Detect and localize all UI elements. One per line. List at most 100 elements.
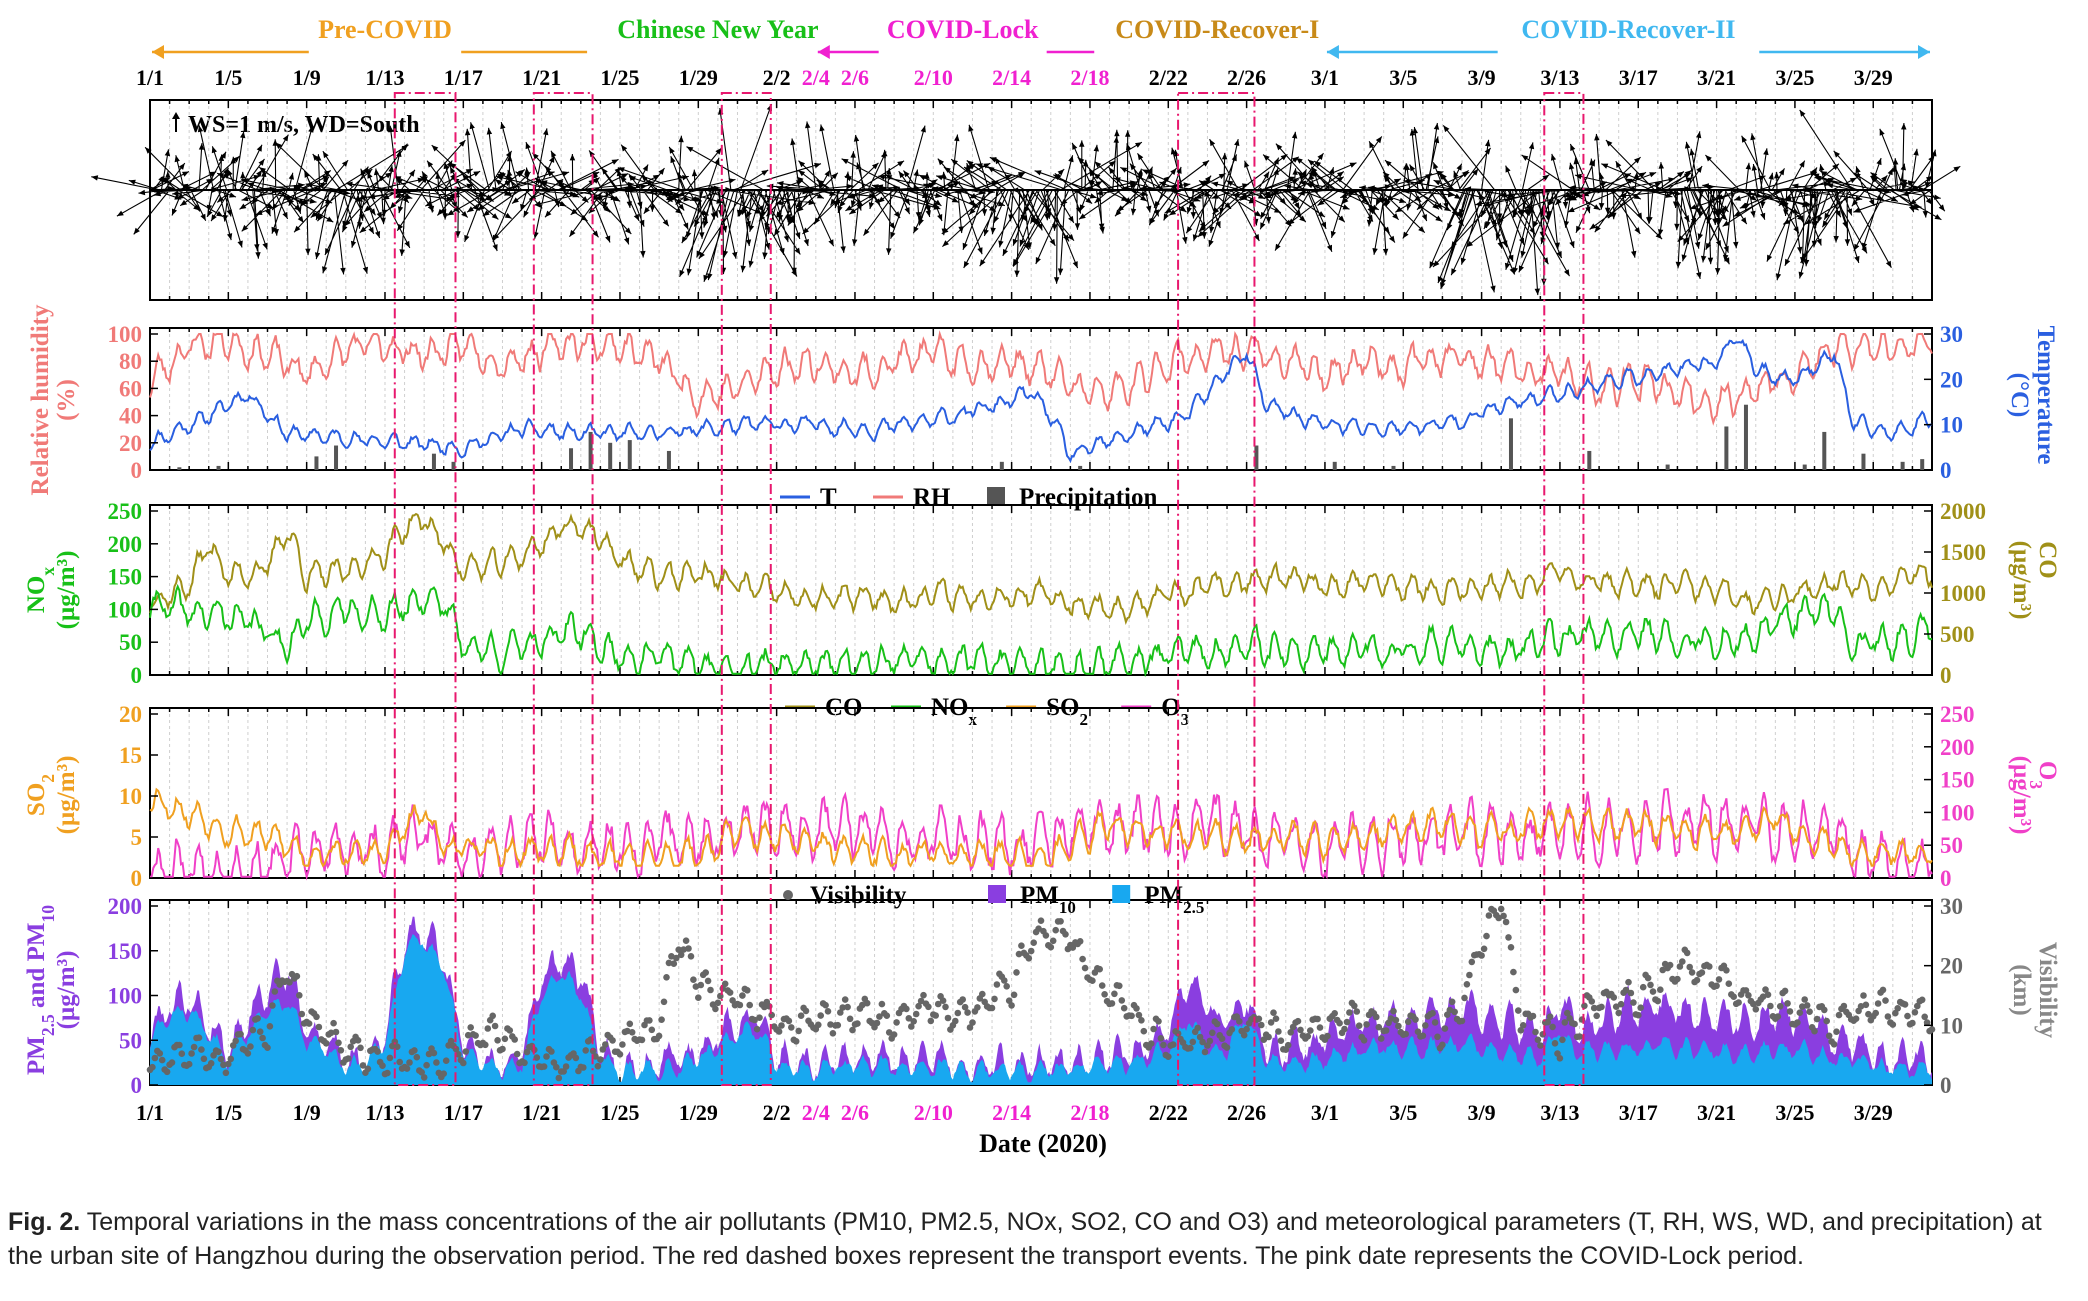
visibility-point (912, 1010, 920, 1018)
visibility-point (1138, 1017, 1145, 1024)
visibility-point (413, 1053, 421, 1061)
visibility-point (1872, 1009, 1879, 1017)
precip-bar (1391, 465, 1396, 470)
visibility-point (1639, 983, 1647, 991)
visibility-point (315, 1023, 323, 1031)
visibility-point (1118, 997, 1126, 1004)
visibility-point (1052, 926, 1059, 934)
visibility-point (1243, 1025, 1250, 1033)
visibility-point (1904, 1012, 1911, 1020)
visibility-point (1147, 1040, 1155, 1047)
met-left-unit: (%) (53, 379, 80, 421)
visibility-point (418, 1069, 426, 1076)
visibility-point (391, 1038, 399, 1045)
visibility-point (1879, 986, 1887, 994)
visibility-point (795, 1027, 802, 1035)
visibility-point (1598, 1003, 1605, 1011)
visibility-point (543, 1053, 550, 1060)
met-right-unit: (°C) (2006, 373, 2033, 418)
visibility-point (1277, 1037, 1285, 1044)
right-y-tick-label: 200 (1940, 735, 1975, 760)
visibility-point (626, 1020, 634, 1028)
top-tick-label: 2/14 (992, 65, 1031, 90)
visibility-point (513, 1050, 521, 1058)
visibility-point (1187, 1044, 1194, 1052)
visibility-point (1882, 997, 1889, 1004)
visibility-point (841, 996, 849, 1003)
visibility-point (1774, 1013, 1782, 1020)
visibility-point (1218, 1035, 1226, 1042)
visibility-point (269, 1002, 276, 1009)
top-tick-label: 3/5 (1389, 65, 1417, 90)
bottom-tick-label: 2/26 (1227, 1100, 1266, 1125)
visibility-point (920, 991, 927, 999)
visibility-point (1196, 1033, 1204, 1041)
pm-axis-unit: (µg/m³) (53, 951, 80, 1030)
visibility-point (1236, 1018, 1243, 1025)
precip-bar (1724, 426, 1729, 470)
visibility-point (411, 1047, 418, 1054)
top-tick-label: 2/4 (802, 65, 830, 90)
visibility-point (1165, 1053, 1172, 1060)
visibility-point (1730, 993, 1737, 1000)
visibility-point (1713, 982, 1720, 990)
top-tick-label: 2/22 (1149, 65, 1188, 90)
visibility-point (1018, 942, 1025, 949)
visibility-point (1884, 1013, 1892, 1020)
so2-axis-unit: (µg/m³) (53, 756, 80, 835)
visibility-point (890, 1031, 898, 1038)
visibility-point (1909, 1019, 1916, 1027)
visibility-point (905, 1015, 913, 1022)
event-box (532, 92, 594, 1086)
event-box (1177, 92, 1256, 1086)
visibility-point (462, 1048, 470, 1055)
bottom-tick-label: 1/9 (293, 1100, 321, 1125)
caption-label: Fig. 2. (8, 1208, 81, 1236)
precip-bar (216, 465, 221, 470)
visibility-point (249, 1026, 257, 1034)
visibility-point (176, 1041, 183, 1049)
visibility-point (628, 1029, 636, 1036)
visibility-point (266, 1023, 274, 1030)
visibility-point (964, 1009, 971, 1016)
visibility-point (237, 1030, 244, 1038)
visibility-point (1213, 1020, 1221, 1028)
visibility-point (1627, 989, 1635, 997)
visibility-point (1803, 1002, 1811, 1009)
visibility-point (670, 960, 678, 967)
visibility-point (254, 1015, 261, 1022)
visibility-point (1654, 997, 1662, 1005)
visibility-point (1781, 987, 1789, 995)
visibility-point (680, 946, 687, 953)
visibility-point (1275, 1028, 1282, 1035)
visibility-point (619, 1041, 626, 1048)
series-pm10 (150, 916, 1932, 1085)
top-tick-label: 1/29 (679, 65, 718, 90)
right-y-tick-label: 1000 (1940, 581, 1986, 606)
right-y-tick-label: 0 (1940, 1073, 1952, 1098)
visibility-point (1013, 969, 1020, 976)
visibility-point (1304, 1033, 1312, 1040)
series-co (149, 512, 1933, 626)
visibility-point (244, 1050, 252, 1057)
so2-axis-label: SO2 (23, 774, 58, 816)
visibility-point (707, 986, 714, 994)
visibility-point (1546, 1013, 1554, 1020)
visibility-point (572, 1054, 580, 1062)
precip-bar (1822, 431, 1827, 470)
visibility-point (1174, 1030, 1182, 1037)
visibility-point (1150, 1025, 1157, 1033)
visibility-point (499, 1045, 506, 1053)
bottom-tick-label: 2/2 (763, 1100, 791, 1125)
period-arrow-head-left (152, 45, 164, 59)
visibility-point (1833, 1028, 1840, 1035)
precip-bar (569, 448, 574, 470)
top-tick-label: 2/18 (1070, 65, 1109, 90)
bottom-tick-label: 3/5 (1389, 1100, 1417, 1125)
visibility-point (313, 1013, 320, 1021)
visibility-point (685, 945, 692, 952)
visibility-point (1360, 1037, 1368, 1044)
visibility-point (1666, 961, 1674, 969)
visibility-point (863, 999, 871, 1007)
period-0: Pre-COVID (152, 15, 618, 62)
